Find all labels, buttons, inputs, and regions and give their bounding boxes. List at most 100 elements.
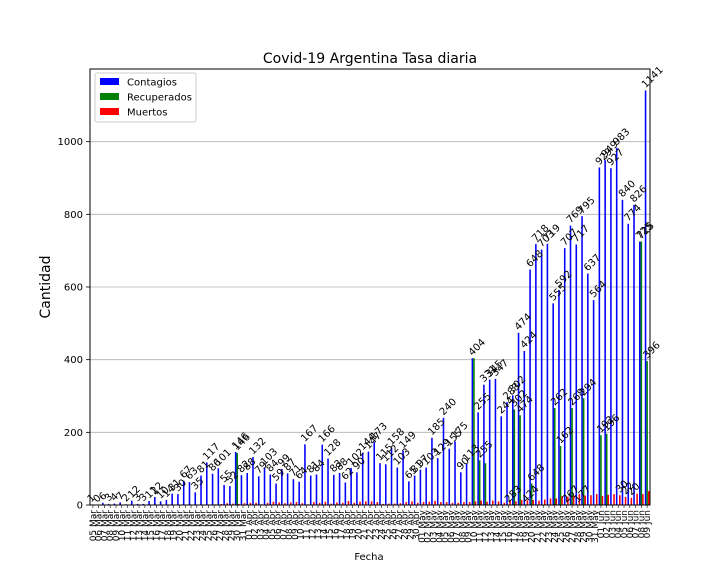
bar-contagios-95 xyxy=(639,242,641,505)
bar-muertos-86 xyxy=(590,495,592,505)
data-label-contagios: 774 xyxy=(623,203,644,224)
bar-muertos-67 xyxy=(480,501,482,505)
data-label-contagios: 404 xyxy=(467,337,488,358)
bar-muertos-78 xyxy=(544,500,546,505)
data-label-recuperados: 648 xyxy=(526,462,547,483)
bar-contagios-83 xyxy=(570,226,572,505)
bar-recuperados-80 xyxy=(554,408,556,505)
bar-muertos-44 xyxy=(348,501,350,505)
data-labels-group: 1063472123311221014313067633581117861015… xyxy=(86,65,666,505)
bar-contagios-93 xyxy=(627,224,629,505)
bar-contagios-21 xyxy=(212,474,214,505)
bar-contagios-24 xyxy=(229,486,231,505)
y-tick-label: 800 xyxy=(64,210,83,221)
data-label-contagios: 648 xyxy=(524,248,545,269)
legend-swatch-recuperados xyxy=(100,93,119,100)
legend-swatch-muertos xyxy=(100,108,119,115)
y-tick-label: 600 xyxy=(64,283,83,294)
data-label-recuperados: 255 xyxy=(474,439,495,460)
bar-contagios-61 xyxy=(443,418,445,505)
bar-contagios-51 xyxy=(385,464,387,505)
bar-muertos-87 xyxy=(596,494,598,505)
bar-contagios-62 xyxy=(448,449,450,505)
chart-title: Covid-19 Argentina Tasa diaria xyxy=(263,51,477,67)
bar-contagios-11 xyxy=(154,497,156,505)
bar-muertos-92 xyxy=(625,497,627,505)
data-label-contagios: 167 xyxy=(299,423,320,444)
bar-contagios-32 xyxy=(275,484,277,505)
bar-muertos-76 xyxy=(532,500,534,505)
bar-contagios-84 xyxy=(575,244,577,505)
bar-contagios-34 xyxy=(287,473,289,505)
bar-recuperados-67 xyxy=(479,460,481,505)
bar-muertos-66 xyxy=(475,501,477,505)
legend-label-recuperados: Recuperados xyxy=(127,93,192,104)
bar-contagios-64 xyxy=(460,472,462,505)
data-label-contagios: 637 xyxy=(582,252,603,273)
bar-contagios-39 xyxy=(316,474,318,505)
bar-contagios-74 xyxy=(518,333,520,505)
bar-contagios-27 xyxy=(246,473,248,505)
bar-muertos-89 xyxy=(607,495,609,505)
bar-contagios-91 xyxy=(616,148,618,505)
data-label-recuperados: 162 xyxy=(555,425,576,446)
bar-muertos-95 xyxy=(642,494,644,505)
bar-contagios-44 xyxy=(345,482,347,505)
y-axis-title: Cantidad xyxy=(38,256,54,319)
bar-contagios-49 xyxy=(373,442,375,505)
bar-contagios-55 xyxy=(408,481,410,505)
bar-muertos-59 xyxy=(434,501,436,505)
x-tick-label: 09 Jun xyxy=(643,510,653,538)
bar-contagios-58 xyxy=(425,468,427,505)
data-label-recuperados: 262 xyxy=(549,387,570,408)
bar-contagios-66 xyxy=(472,358,474,505)
bar-muertos-48 xyxy=(371,501,373,505)
bar-muertos-80 xyxy=(556,498,558,505)
bar-contagios-43 xyxy=(339,473,341,505)
bar-muertos-96 xyxy=(648,491,650,505)
bar-contagios-67 xyxy=(477,412,479,505)
bar-contagios-50 xyxy=(379,463,381,505)
y-tick-label: 400 xyxy=(64,355,83,366)
bar-recuperados-68 xyxy=(485,463,487,505)
bar-muertos-93 xyxy=(631,498,633,505)
y-tick-label: 200 xyxy=(64,428,83,439)
bar-contagios-56 xyxy=(414,476,416,505)
bar-contagios-18 xyxy=(194,492,196,505)
bar-contagios-29 xyxy=(258,476,260,505)
bar-recuperados-66 xyxy=(473,358,475,505)
bar-contagios-88 xyxy=(599,167,601,505)
bar-recuperados-95 xyxy=(641,242,643,505)
bar-contagios-90 xyxy=(610,168,612,505)
bar-contagios-10 xyxy=(148,501,150,505)
bar-contagios-57 xyxy=(420,470,422,505)
bar-muertos-91 xyxy=(619,495,621,505)
bar-muertos-55 xyxy=(411,501,413,505)
bar-contagios-31 xyxy=(270,474,272,505)
bar-contagios-15 xyxy=(177,494,179,505)
data-label-contagios: 185 xyxy=(426,417,447,438)
data-label-contagios: 424 xyxy=(519,330,540,351)
legend-label-muertos: Muertos xyxy=(127,108,167,119)
bar-muertos-70 xyxy=(498,501,500,505)
data-label-contagios: 717 xyxy=(571,223,592,244)
bar-contagios-48 xyxy=(368,452,370,505)
bar-recuperados-89 xyxy=(606,434,608,505)
bar-contagios-13 xyxy=(166,500,168,505)
bar-contagios-76 xyxy=(529,270,531,505)
bar-muertos-94 xyxy=(636,494,638,505)
bar-muertos-73 xyxy=(515,501,517,505)
y-tick-label: 1000 xyxy=(58,137,83,148)
bar-muertos-47 xyxy=(365,501,367,505)
bar-contagios-85 xyxy=(581,216,583,505)
bar-contagios-92 xyxy=(622,200,624,505)
bar-contagios-89 xyxy=(604,160,606,505)
bar-contagios-35 xyxy=(293,479,295,505)
data-label-recuperados: 396 xyxy=(641,340,662,361)
bar-contagios-12 xyxy=(160,501,162,505)
bar-contagios-94 xyxy=(633,205,635,505)
bar-contagios-38 xyxy=(310,476,312,505)
